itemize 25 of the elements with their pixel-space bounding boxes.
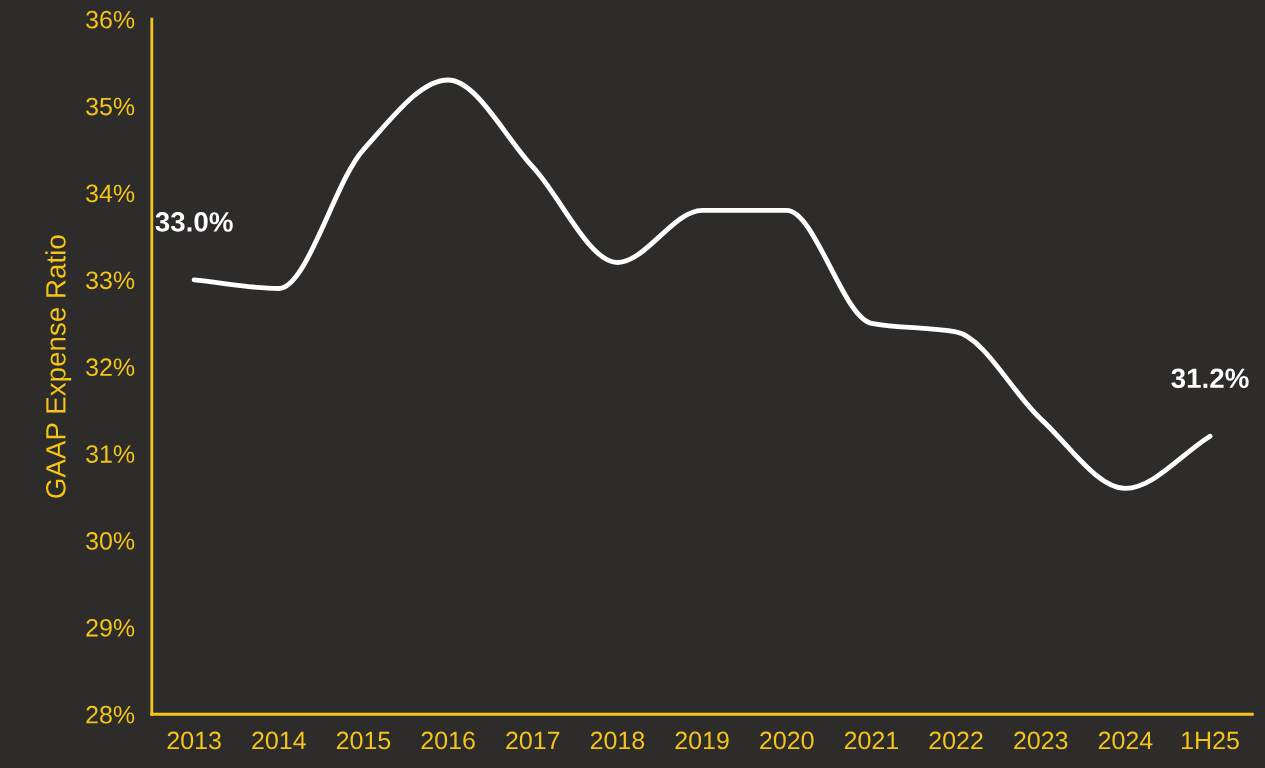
y-axis-title: GAAP Expense Ratio xyxy=(45,235,72,498)
y-tick-label: 30% xyxy=(86,532,135,550)
y-tick-label: 32% xyxy=(86,358,135,377)
data-label: 31.2% xyxy=(1171,368,1249,389)
x-tick-label: 2016 xyxy=(421,731,475,750)
x-tick-label: 2024 xyxy=(1098,731,1153,750)
data-label: 33.0% xyxy=(155,212,233,232)
x-tick-label: 2021 xyxy=(844,731,898,750)
y-tick-label: 34% xyxy=(86,184,135,203)
y-tick-label: 36% xyxy=(86,10,135,29)
x-tick-label: 2019 xyxy=(675,731,729,750)
x-tick-label: 2017 xyxy=(506,731,560,750)
y-tick-label: 29% xyxy=(86,618,135,637)
y-tick-label: 28% xyxy=(86,705,135,724)
x-tick-label: 2022 xyxy=(929,731,983,750)
x-tick-label: 2018 xyxy=(590,731,645,750)
x-tick-label: 2015 xyxy=(336,731,391,750)
x-tick-label: 2020 xyxy=(760,731,814,750)
y-tick-label: 31% xyxy=(86,445,135,463)
x-tick-label: 2013 xyxy=(167,731,221,750)
y-tick-label: 33% xyxy=(86,271,135,290)
x-tick-label: 2023 xyxy=(1014,731,1068,750)
x-tick-label: 2014 xyxy=(252,731,306,750)
x-tick-label: 1H25 xyxy=(1182,731,1239,750)
y-tick-label: 35% xyxy=(86,97,135,116)
